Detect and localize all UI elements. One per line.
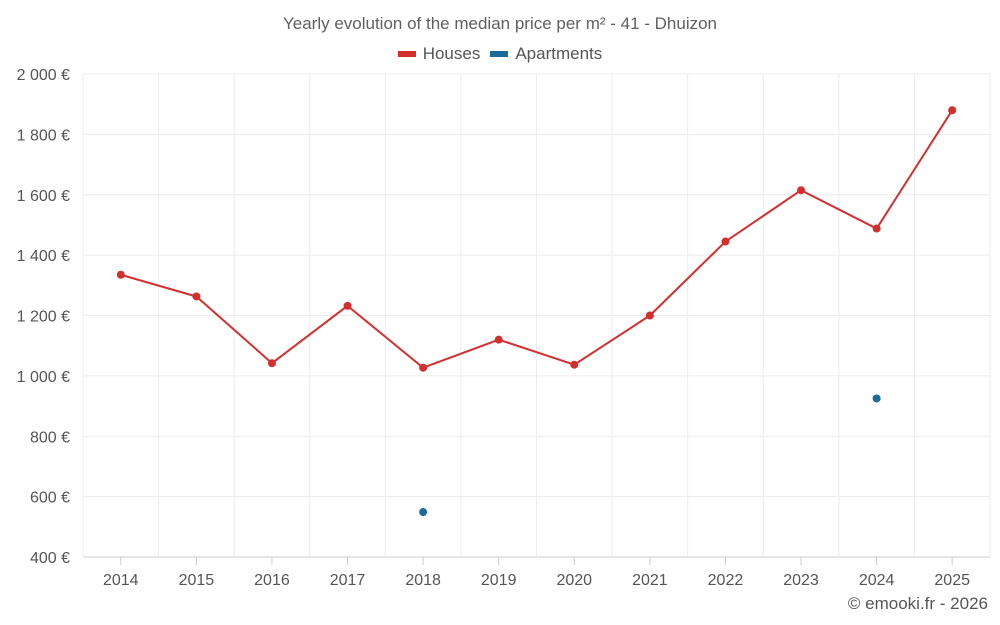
x-tick-label: 2024 <box>859 572 895 589</box>
legend-label-apartments: Apartments <box>515 44 603 63</box>
series-line-houses <box>120 109 954 369</box>
x-tick-label: 2023 <box>783 572 819 589</box>
data-point-houses-2024 <box>872 224 881 233</box>
data-point-houses-2017 <box>343 301 352 310</box>
data-point-apartments-2024 <box>872 394 881 403</box>
y-tick-label: 1 400 € <box>17 248 70 265</box>
chart-legend: Houses Apartments <box>0 44 1000 64</box>
data-point-houses-2023 <box>797 186 806 195</box>
legend-label-houses: Houses <box>422 44 481 63</box>
data-point-houses-2022 <box>721 237 730 246</box>
x-tick-label: 2020 <box>556 572 592 589</box>
y-tick-label: 600 € <box>30 490 70 507</box>
x-tick-label: 2018 <box>405 572 441 589</box>
x-tick-label: 2025 <box>934 572 970 589</box>
data-point-houses-2016 <box>267 359 276 368</box>
x-tick-label: 2019 <box>481 572 517 589</box>
y-tick-label: 1 800 € <box>17 127 70 144</box>
legend-item-apartments[interactable]: Apartments <box>490 44 602 64</box>
chart-title: Yearly evolution of the median price per… <box>282 14 718 33</box>
y-tick-label: 1 200 € <box>17 309 70 326</box>
legend-swatch-apartments <box>490 51 509 57</box>
x-tick-label: 2017 <box>330 572 366 589</box>
x-tick-label: 2014 <box>103 572 139 589</box>
y-tick-label: 1 000 € <box>17 369 70 386</box>
x-tick-label: 2015 <box>179 572 215 589</box>
data-point-apartments-2018 <box>419 508 428 517</box>
y-tick-label: 800 € <box>30 429 70 446</box>
y-tick-label: 2 000 € <box>17 67 70 84</box>
data-point-houses-2019 <box>494 335 503 344</box>
data-point-houses-2014 <box>116 270 125 279</box>
data-point-houses-2025 <box>948 106 957 115</box>
data-point-houses-2018 <box>419 363 428 372</box>
x-tick-label: 2021 <box>632 572 668 589</box>
watermark: © emooki.fr - 2026 <box>847 594 988 613</box>
x-tick-label: 2022 <box>708 572 744 589</box>
data-point-houses-2015 <box>192 292 201 301</box>
data-point-houses-2020 <box>570 360 579 369</box>
legend-swatch-houses <box>397 51 416 57</box>
data-point-houses-2021 <box>645 311 654 320</box>
legend-item-houses[interactable]: Houses <box>397 44 481 64</box>
x-tick-label: 2016 <box>254 572 290 589</box>
y-tick-label: 400 € <box>30 550 70 567</box>
y-tick-label: 1 600 € <box>17 188 70 205</box>
